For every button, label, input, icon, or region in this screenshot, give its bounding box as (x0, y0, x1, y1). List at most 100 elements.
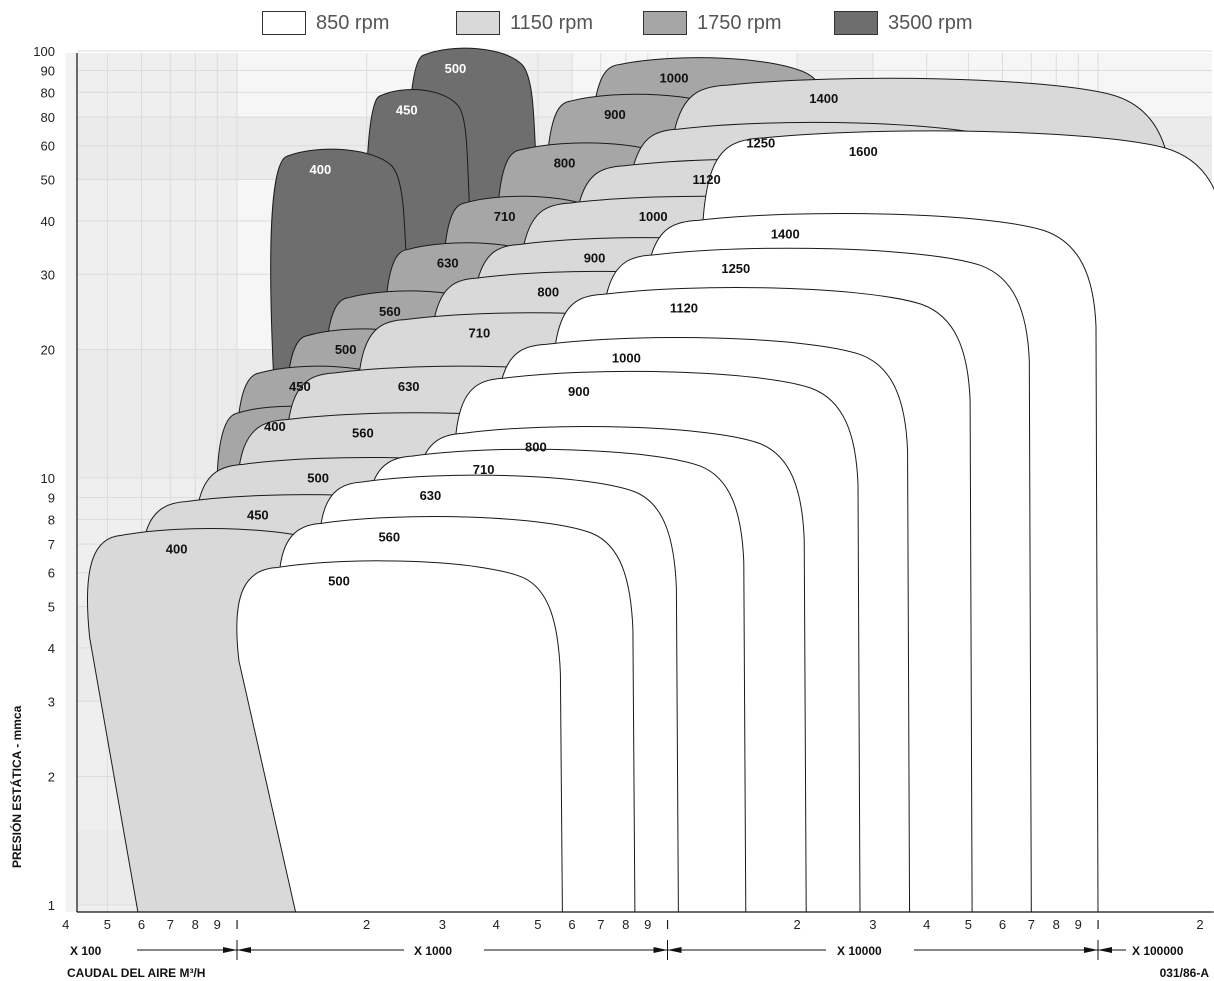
y-tick-label: 30 (41, 267, 55, 282)
curve-label-850-rpm-710: 710 (473, 462, 495, 477)
curve-label-3500-rpm-400: 400 (310, 162, 332, 177)
curve-label-1750-rpm-1000: 1000 (660, 71, 689, 86)
y-tick-label: 6 (48, 566, 55, 581)
y-tick-label: 10 (41, 471, 55, 486)
legend-label-1150: 1150 rpm (510, 11, 594, 34)
legend-label-1750: 1750 rpm (697, 11, 782, 34)
x-tick-label: 7 (167, 917, 174, 932)
x-multiplier-label: X 10000 (837, 944, 882, 958)
y-tick-label: 50 (41, 173, 55, 188)
curve-label-1150-rpm-1000: 1000 (639, 209, 668, 224)
x-tick-label: 5 (534, 917, 541, 932)
curve-label-850-rpm-900: 900 (568, 384, 590, 399)
y-tick-label: 4 (48, 641, 55, 656)
curve-label-850-rpm-560: 560 (378, 529, 400, 544)
x-multiplier-label: X 100000 (1132, 944, 1184, 958)
legend-swatch-1750 (643, 11, 687, 35)
curve-label-1750-rpm-710: 710 (494, 209, 516, 224)
x-tick-label: 9 (1075, 917, 1082, 932)
curve-label-1150-rpm-710: 710 (469, 326, 491, 341)
curve-label-850-rpm-1250: 1250 (721, 261, 750, 276)
y-tick-label: 3 (48, 694, 55, 709)
y-tick-label: 5 (48, 600, 55, 615)
x-tick-label: 6 (138, 917, 145, 932)
legend-item-3500: 3500 rpm (834, 9, 973, 37)
curve-label-1150-rpm-1250: 1250 (746, 135, 775, 150)
legend: 850 rpm 1150 rpm 1750 rpm 3500 rpm (0, 0, 1214, 46)
y-tick-label: 7 (48, 537, 55, 552)
x-tick-label: 7 (1028, 917, 1035, 932)
x-tick-label: 3 (439, 917, 446, 932)
legend-item-1750: 1750 rpm (643, 9, 782, 37)
curve-label-3500-rpm-500: 500 (445, 61, 467, 76)
x-tick-label: 6 (568, 917, 575, 932)
curve-labels: 500 450 400 1000 900 800 710 630 560 500 450 400 140… (166, 61, 878, 589)
x-tick-label: 4 (62, 917, 69, 932)
x-tick-label: 5 (104, 917, 111, 932)
x-tick-label: 8 (622, 917, 629, 932)
y-tick-label: 100 (33, 44, 55, 59)
y-tick-label: 9 (48, 491, 55, 506)
legend-label-850: 850 rpm (316, 11, 390, 34)
curve-label-850-rpm-1600: 1600 (849, 144, 878, 159)
curve-label-1150-rpm-900: 900 (584, 250, 606, 265)
curve-label-850-rpm-1120: 1120 (670, 300, 698, 315)
x-tick-label: I (235, 917, 239, 932)
curve-label-850-rpm-800: 800 (525, 439, 547, 454)
figure-code: 031/86-A (1159, 966, 1209, 980)
arrow-head (237, 947, 251, 953)
legend-item-1150: 1150 rpm (456, 9, 593, 37)
x-tick-label: I (1096, 917, 1100, 932)
curve-label-1150-rpm-500: 500 (307, 470, 329, 485)
curve-label-850-rpm-500: 500 (328, 574, 350, 589)
curve-label-1750-rpm-400: 400 (264, 419, 286, 434)
x-multipliers: X 100 X 1000 X 10000 X 100000 (70, 940, 1184, 960)
x-tick-label: 7 (597, 917, 604, 932)
arrow-head (1098, 947, 1112, 953)
fan-curve-850-rpm-500 (236, 560, 563, 913)
curve-label-3500-rpm-450: 450 (396, 102, 418, 117)
curve-label-850-rpm-630: 630 (420, 488, 442, 503)
y-tick-label: 80 (41, 110, 55, 125)
arrow-head (667, 947, 682, 953)
curve-label-850-rpm-1400: 1400 (771, 226, 800, 241)
fan-curves (86, 47, 1214, 913)
x-tick-label: 5 (965, 917, 972, 932)
y-axis-label: PRESIÓN ESTÁTICA - mmca (10, 705, 24, 868)
y-tick-label: 20 (41, 342, 55, 357)
curve-label-1150-rpm-630: 630 (398, 379, 420, 394)
legend-swatch-850 (262, 11, 306, 35)
arrow-head (223, 947, 237, 953)
x-tick-label: 3 (869, 917, 876, 932)
curve-label-1750-rpm-630: 630 (437, 256, 459, 271)
x-tick-label: 2 (1196, 917, 1203, 932)
y-tick-label: 90 (41, 64, 55, 79)
x-tick-label: 2 (793, 917, 800, 932)
x-tick-label: 4 (493, 917, 500, 932)
curve-label-1750-rpm-560: 560 (379, 304, 401, 319)
x-tick-label: 9 (644, 917, 651, 932)
curve-label-1750-rpm-900: 900 (604, 107, 626, 122)
x-tick-label: 6 (999, 917, 1006, 932)
x-multiplier-label: X 1000 (414, 944, 452, 958)
legend-swatch-3500 (834, 11, 878, 35)
y-tick-label: 8 (48, 512, 55, 527)
y-tick-label: 80 (41, 85, 55, 100)
x-multiplier-label: X 100 (70, 944, 102, 958)
arrow-head (653, 947, 668, 953)
x-tick-label: I (666, 917, 670, 932)
curve-label-1750-rpm-450: 450 (289, 379, 311, 394)
y-tick-label: 2 (48, 769, 55, 784)
curve-label-1150-rpm-1400: 1400 (809, 91, 838, 106)
curve-label-850-rpm-1000: 1000 (612, 350, 641, 365)
curve-label-1750-rpm-800: 800 (554, 156, 576, 171)
x-tick-label: 8 (1053, 917, 1060, 932)
curve-label-1150-rpm-450: 450 (247, 508, 269, 523)
curve-label-1150-rpm-1120: 1120 (693, 172, 721, 187)
y-tick-label: 40 (41, 214, 55, 229)
legend-swatch-1150 (456, 11, 500, 35)
x-tick-label: 8 (192, 917, 199, 932)
x-axis-label: CAUDAL DEL AIRE M³/H (67, 966, 206, 980)
legend-label-3500: 3500 rpm (888, 11, 973, 34)
